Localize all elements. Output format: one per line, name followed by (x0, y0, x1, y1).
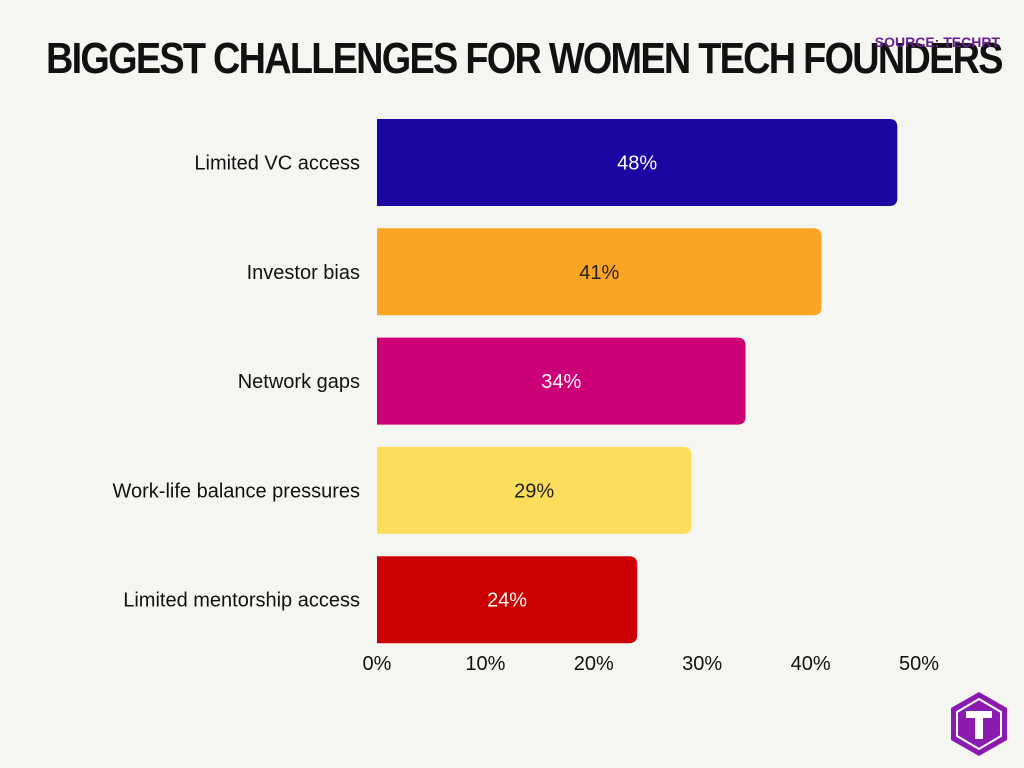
x-tick-label: 40% (791, 653, 831, 675)
bar-value-label: 34% (541, 371, 581, 393)
bar-value-label: 24% (487, 590, 527, 612)
x-tick-label: 30% (682, 653, 722, 675)
bar (377, 228, 822, 316)
bar-value-label: 29% (514, 480, 554, 502)
category-label: Network gaps (238, 371, 360, 393)
bar-value-label: 41% (579, 262, 619, 284)
category-label: Limited mentorship access (123, 590, 360, 612)
techrt-logo-icon (951, 692, 1007, 756)
bar-value-label: 48% (617, 153, 657, 175)
bar (377, 556, 638, 644)
category-label: Investor bias (247, 262, 360, 284)
source-label: SOURCE: TECHRT (874, 34, 1000, 50)
x-tick-label: 10% (465, 653, 505, 675)
x-tick-label: 20% (574, 653, 614, 675)
bar (377, 337, 746, 425)
bar (377, 446, 692, 534)
chart-title: BIGGEST CHALLENGES FOR WOMEN TECH FOUNDE… (46, 34, 1003, 83)
bar (377, 119, 898, 206)
category-label: Work-life balance pressures (112, 480, 360, 502)
x-tick-label: 50% (899, 653, 939, 675)
category-label: Limited VC access (194, 153, 360, 175)
x-tick-label: 0% (363, 653, 392, 675)
